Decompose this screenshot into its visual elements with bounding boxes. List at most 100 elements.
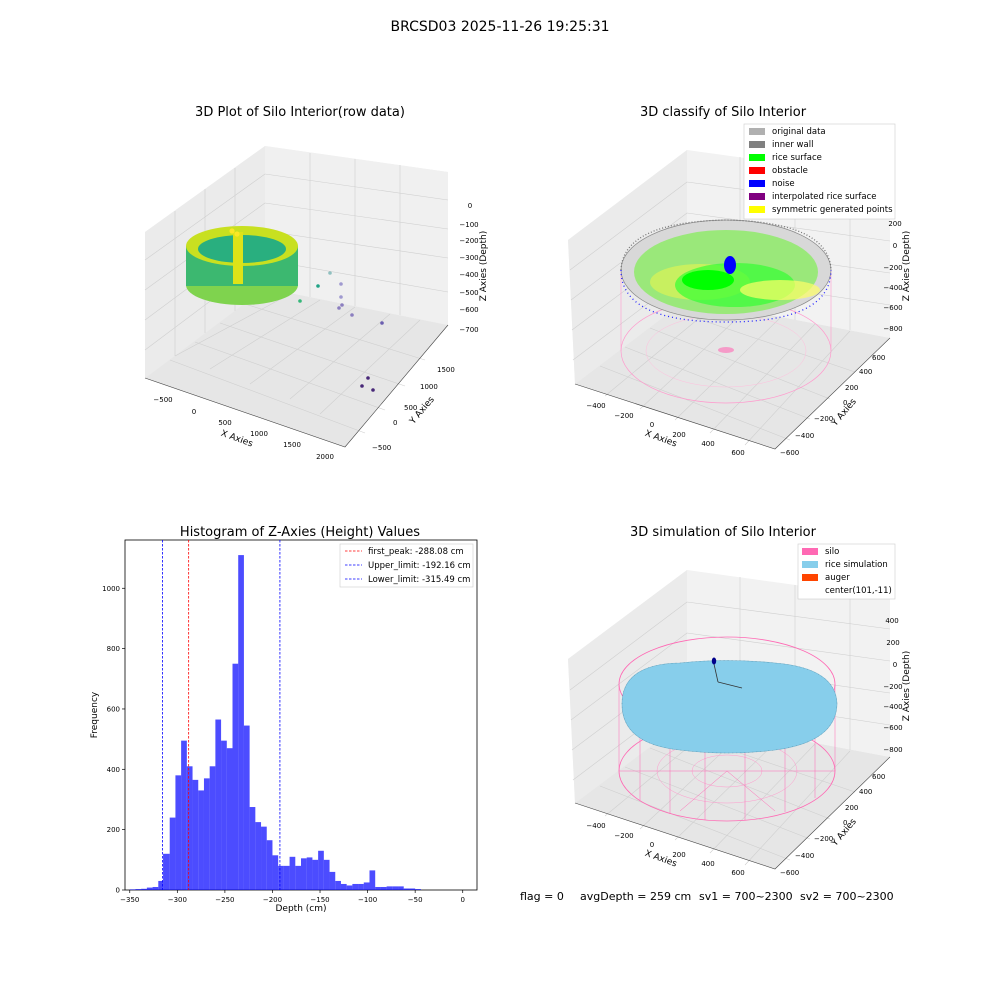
raw-xtick: 500 xyxy=(218,419,231,427)
sim-ztick: 200 xyxy=(886,639,899,647)
classify-3d-points xyxy=(620,219,832,404)
sim-ytick: −600 xyxy=(780,869,799,877)
sim-xtick: −200 xyxy=(614,832,633,840)
status-sv2: sv2 = 700~2300 xyxy=(800,890,894,903)
status-avg-depth: avgDepth = 259 cm xyxy=(580,890,691,903)
histogram-bar xyxy=(135,889,142,890)
classify-ytick: 0 xyxy=(843,399,847,407)
classify-ztick: −800 xyxy=(883,325,902,333)
histogram-bar xyxy=(398,886,404,890)
sim-ytick: 200 xyxy=(845,804,858,812)
raw-xtick: 2000 xyxy=(316,453,334,461)
histogram-bar xyxy=(329,871,336,890)
sim-legend-label: silo xyxy=(825,547,839,557)
status-sv1: sv1 = 700~2300 xyxy=(699,890,793,903)
classify-xtick: 400 xyxy=(701,440,714,448)
sim-ztick: −200 xyxy=(883,683,902,691)
histogram-ytick-label: 200 xyxy=(107,826,120,834)
sim-ytick: −400 xyxy=(795,852,814,860)
histogram-bar xyxy=(209,766,216,890)
classify-ztick: 0 xyxy=(893,242,897,250)
classify-ytick: 200 xyxy=(845,384,858,392)
raw-ztick: −300 xyxy=(459,254,478,262)
histogram-ytick-label: 800 xyxy=(107,645,120,653)
panel-raw-title: 3D Plot of Silo Interior(row data) xyxy=(195,105,405,120)
panel-histogram: Histogram of Z-Axies (Height) Values −35… xyxy=(90,525,478,914)
sim-zlabel: Z Axies (Depth) xyxy=(902,651,912,722)
classify-legend-swatch-obstacle xyxy=(749,167,765,174)
histogram-legend-label: first_peak: -288.08 cm xyxy=(368,547,464,557)
raw-xtick: 1000 xyxy=(250,430,268,438)
sim-ytick: 400 xyxy=(859,788,872,796)
classify-ztick: −400 xyxy=(883,284,902,292)
sim-legend-label: center(101,-11) xyxy=(825,586,892,596)
classify-legend-label: obstacle xyxy=(772,166,808,176)
raw-ztick: 0 xyxy=(468,202,472,210)
raw-zlabel: Z Axies (Depth) xyxy=(479,231,489,302)
sim-xtick: 600 xyxy=(731,869,744,877)
histogram-bar xyxy=(249,807,256,890)
raw-xtick: 1500 xyxy=(283,441,301,449)
histogram-xtick-label: 0 xyxy=(460,896,464,904)
sim-ztick: −800 xyxy=(883,746,902,754)
raw-xtick: 0 xyxy=(192,408,196,416)
sim-ytick: 600 xyxy=(872,773,885,781)
classify-legend: original data inner wall rice surface ob… xyxy=(743,123,896,220)
classify-legend-swatch-symmetric xyxy=(749,206,765,213)
classify-legend-swatch-rice-surface xyxy=(749,154,765,161)
histogram-bar xyxy=(198,790,204,890)
classify-legend-label: inner wall xyxy=(772,140,813,150)
histogram-bar xyxy=(215,719,222,890)
histogram-bar xyxy=(409,888,416,890)
histogram-legend-label: Upper_limit: -192.16 cm xyxy=(368,561,471,571)
status-flag: flag = 0 xyxy=(520,890,564,903)
sim-xtick: 400 xyxy=(701,860,714,868)
histogram-y-ticks: 0 200 400 600 800 1000 xyxy=(102,585,125,895)
classify-xtick: −400 xyxy=(586,402,605,410)
classify-xtick: −200 xyxy=(614,412,633,420)
histogram-ytick-label: 1000 xyxy=(102,585,120,593)
panel-classify-3d: 3D classify of Silo Interior xyxy=(568,105,912,457)
histogram-xlabel: Depth (cm) xyxy=(275,904,326,914)
raw-ytick: 1000 xyxy=(420,383,438,391)
classify-legend-swatch-interpolated xyxy=(749,193,765,200)
histogram-vlines xyxy=(162,540,281,890)
histogram-bar xyxy=(306,857,313,890)
classify-legend-swatch-noise xyxy=(749,180,765,187)
panel-classify-title: 3D classify of Silo Interior xyxy=(640,105,807,120)
histogram-bar xyxy=(203,778,210,890)
histogram-ytick-label: 400 xyxy=(107,766,120,774)
histogram-bar xyxy=(323,859,330,890)
classify-ytick: −200 xyxy=(814,415,833,423)
histogram-title: Histogram of Z-Axies (Height) Values xyxy=(180,525,420,540)
histogram-bars xyxy=(129,555,421,890)
histogram-legend-label: Lower_limit: -315.49 cm xyxy=(368,575,470,585)
histogram-bar xyxy=(301,858,307,890)
classify-ztick: −200 xyxy=(883,264,902,272)
sim-ytick: −200 xyxy=(814,835,833,843)
histogram-bar xyxy=(152,886,159,890)
sim-ztick: −600 xyxy=(883,724,902,732)
histogram-xtick-label: −250 xyxy=(215,896,234,904)
sim-3d-rice-surface xyxy=(621,657,838,754)
sim-legend: silo rice simulation auger center(101,-1… xyxy=(797,543,896,600)
classify-xtick: 600 xyxy=(731,449,744,457)
histogram-bar xyxy=(163,853,170,890)
classify-3d-ticks: −400 −200 0 200 400 600 −600 −400 −200 0… xyxy=(586,220,902,457)
raw-ztick: −400 xyxy=(459,271,478,279)
sim-legend-swatch-auger xyxy=(802,574,818,581)
histogram-bar xyxy=(278,865,284,890)
classify-zlabel: Z Axies (Depth) xyxy=(902,231,912,302)
raw-ztick: −100 xyxy=(459,221,478,229)
raw-ytick: 0 xyxy=(393,419,397,427)
histogram-bar xyxy=(192,779,199,890)
histogram-xtick-label: −50 xyxy=(408,896,423,904)
raw-ytick: 500 xyxy=(404,404,417,412)
histogram-ytick-label: 600 xyxy=(107,705,120,713)
sim-3d-ticks: −400 −200 0 200 400 600 −600 −400 −200 0… xyxy=(586,617,902,877)
classify-legend-swatch-inner-wall xyxy=(749,141,765,148)
histogram-bar xyxy=(295,865,301,890)
histogram-bar xyxy=(266,840,273,890)
histogram-xtick-label: −300 xyxy=(168,896,187,904)
histogram-bar xyxy=(403,888,410,890)
